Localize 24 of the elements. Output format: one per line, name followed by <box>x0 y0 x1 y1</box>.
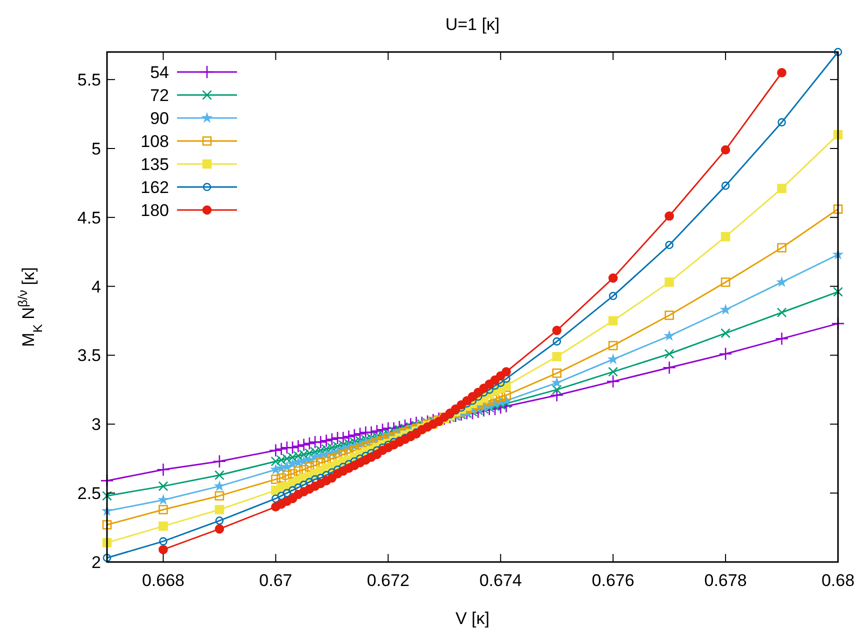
legend-label: 135 <box>140 155 169 174</box>
y-tick-label: 2 <box>92 553 101 572</box>
y-tick-label: 3.5 <box>77 346 101 366</box>
y-tick-label: 4 <box>92 277 101 296</box>
x-tick-label: 0.67 <box>259 571 292 590</box>
y-tick-label: 4.5 <box>77 208 101 228</box>
chart-title: U=1 [κ] <box>445 15 500 34</box>
x-tick-label: 0.672 <box>366 571 410 590</box>
y-tick-label: 3 <box>92 415 101 434</box>
x-axis-title: V [κ] <box>455 609 490 628</box>
legend-label: 180 <box>140 201 169 220</box>
legend-label: 162 <box>140 178 169 197</box>
x-tick-label: 0.68 <box>821 571 855 590</box>
x-tick-label: 0.674 <box>479 571 522 590</box>
x-tick-label: 0.678 <box>704 571 747 590</box>
x-tick-label: 0.668 <box>142 571 185 590</box>
x-tick-label: 0.676 <box>592 571 634 590</box>
legend-label: 90 <box>150 109 169 128</box>
y-tick-label: 5 <box>92 139 101 158</box>
y-tick-label: 5.5 <box>77 70 101 90</box>
legend-label: 108 <box>140 132 169 151</box>
y-tick-label: 2.5 <box>77 484 101 504</box>
legend-label: 72 <box>150 86 169 105</box>
legend-label: 54 <box>150 63 169 82</box>
